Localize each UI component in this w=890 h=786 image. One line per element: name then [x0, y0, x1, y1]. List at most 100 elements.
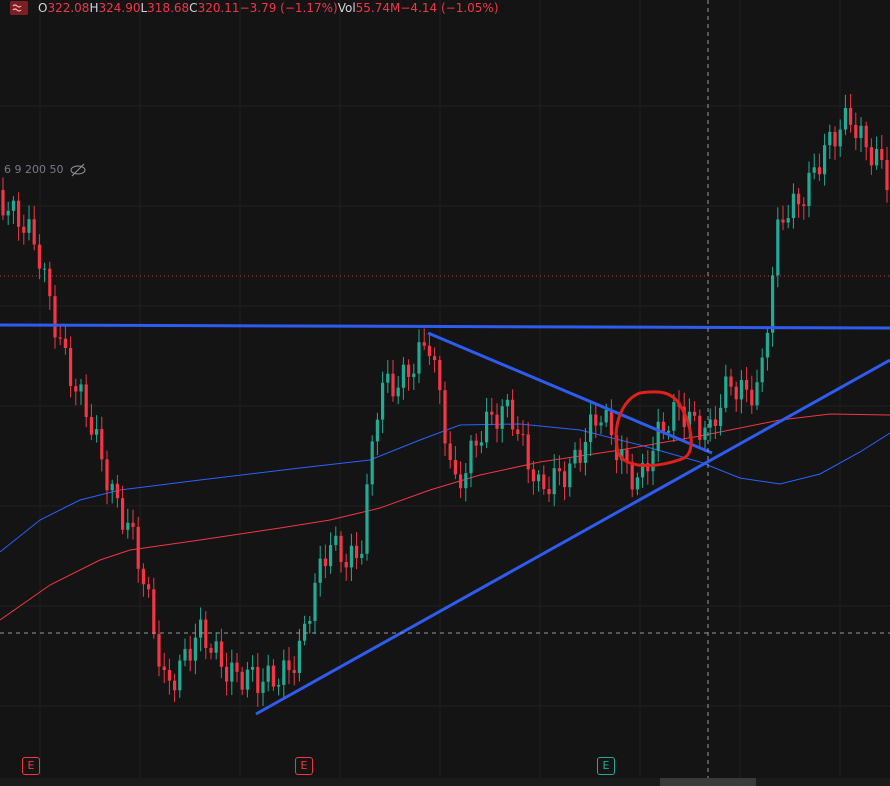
earnings-marker[interactable]: E	[295, 757, 313, 775]
volume: 55.74M	[355, 1, 401, 15]
moving-average-blue	[0, 423, 890, 553]
candle-body	[360, 553, 364, 559]
symbol-icon-glyph	[12, 4, 22, 12]
candle-body	[531, 469, 535, 482]
candle-body	[69, 347, 73, 387]
candle-body	[95, 429, 99, 435]
candle-body	[162, 666, 166, 670]
candle-body	[74, 386, 78, 392]
candle-body	[729, 376, 733, 387]
candle-body	[448, 443, 452, 460]
candle-body	[141, 568, 145, 585]
candle-body	[17, 200, 21, 227]
earnings-marker[interactable]: E	[22, 757, 40, 775]
candle-body	[625, 449, 629, 462]
candle-body	[89, 416, 93, 435]
candle-body	[672, 402, 676, 431]
candle-body	[193, 637, 197, 661]
candle-body	[630, 461, 634, 490]
candle-body	[646, 463, 650, 472]
candle-body	[828, 131, 832, 146]
candle-body	[344, 561, 348, 568]
candle-body	[781, 219, 785, 223]
trend-line	[255, 358, 890, 716]
candle-body	[651, 450, 655, 472]
indicator-label[interactable]: 6 9 200 50	[4, 163, 64, 176]
candle-body	[537, 474, 541, 482]
candle-body	[765, 332, 769, 358]
label: H	[89, 1, 99, 15]
candle-body	[854, 124, 858, 139]
candle-body	[823, 145, 827, 175]
candle-body	[355, 545, 359, 559]
candle-body	[323, 558, 327, 567]
candle-body	[63, 338, 67, 348]
label: O	[38, 1, 48, 15]
candle-body	[469, 440, 473, 474]
candle-body	[105, 459, 109, 491]
candle-body	[245, 669, 249, 690]
candle-body	[578, 449, 582, 463]
candle-body	[282, 660, 286, 685]
scrollbar-track	[0, 778, 890, 786]
candle-body	[667, 430, 671, 433]
candle-body	[812, 167, 816, 173]
candle-body	[734, 386, 738, 400]
candle-body	[791, 193, 795, 219]
candle-body	[214, 641, 218, 653]
candle-body	[256, 666, 260, 693]
candle-body	[386, 373, 390, 383]
value: 324.90	[98, 1, 141, 15]
candle-body	[485, 411, 489, 443]
candle-body	[807, 172, 811, 206]
candle-body	[557, 468, 561, 472]
scrollbar-thumb[interactable]	[660, 778, 756, 786]
candle-body	[126, 522, 130, 530]
candle-body	[381, 382, 385, 420]
candle-body	[115, 483, 119, 499]
candle-body	[173, 680, 177, 691]
symbol-icon[interactable]	[10, 1, 28, 15]
candle-body	[864, 125, 868, 148]
candle-body	[219, 641, 223, 667]
candle-body	[526, 434, 530, 470]
candle-body	[594, 414, 598, 426]
candle-body	[318, 558, 322, 583]
candle-body	[349, 545, 353, 568]
candle-body	[459, 474, 463, 489]
annotation-circle	[614, 390, 693, 467]
candle-body	[817, 167, 821, 175]
candle-body	[563, 471, 567, 488]
candle-body	[542, 474, 546, 490]
candle-body	[443, 390, 447, 444]
hide-icon[interactable]	[70, 163, 86, 177]
candle-body	[433, 356, 437, 361]
candle-body	[760, 357, 764, 383]
candle-body	[261, 681, 265, 693]
candle-body	[22, 226, 26, 233]
candle-body	[776, 219, 780, 276]
label: L	[140, 1, 148, 15]
candle-body	[251, 666, 255, 670]
candle-body	[547, 489, 551, 495]
candle-body	[620, 449, 624, 461]
candle-body	[136, 526, 140, 569]
value: 320.11	[197, 1, 240, 15]
candle-body	[79, 384, 83, 392]
earnings-marker[interactable]: E	[597, 757, 615, 775]
candle-body	[204, 619, 208, 648]
candle-body	[693, 411, 697, 416]
candle-body	[407, 364, 411, 377]
candle-body	[609, 409, 613, 436]
candle-body	[375, 419, 379, 442]
candle-body	[225, 666, 229, 682]
candle-body	[308, 620, 312, 624]
candle-body	[37, 244, 41, 269]
candle-body	[313, 582, 317, 621]
candle-body	[292, 670, 296, 673]
candle-body	[719, 407, 723, 426]
label: Vol	[337, 1, 356, 15]
candle-body	[880, 149, 884, 160]
candle-body	[755, 382, 759, 406]
candle-body	[589, 414, 593, 442]
